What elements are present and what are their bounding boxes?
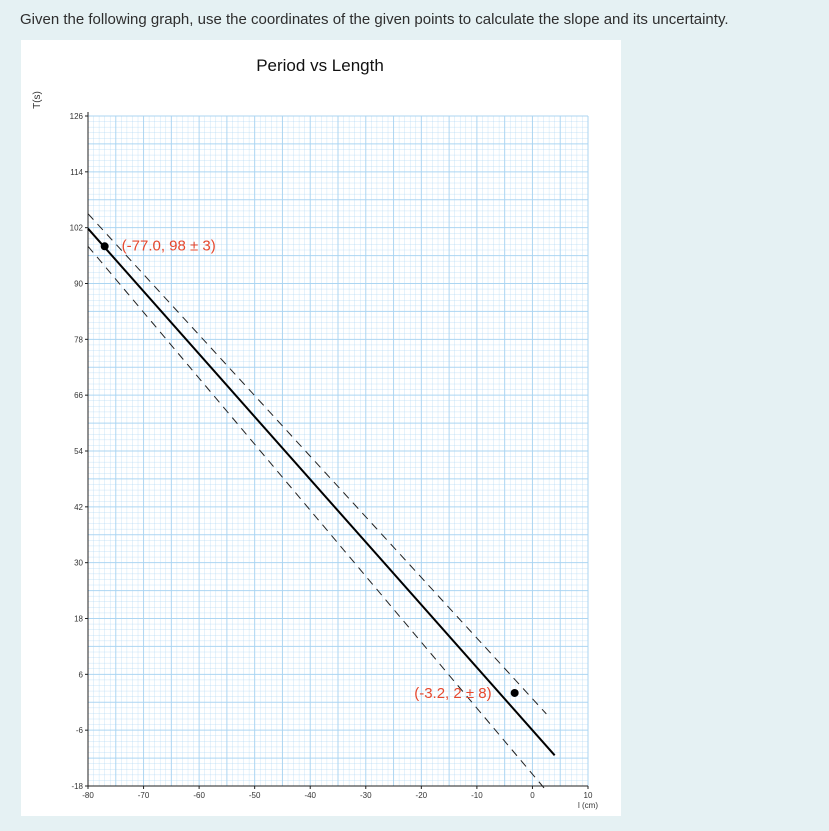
x-tick-label: -30 <box>360 791 372 800</box>
period-vs-length-chart: Period vs Length -80 -70 -60 -50 -40 -30 -20 -1… <box>70 56 599 810</box>
x-tick-label: -70 <box>138 791 150 800</box>
data-point <box>510 688 519 697</box>
y-tick-label: -18 <box>71 782 83 791</box>
upper-bound-line <box>87 213 547 715</box>
x-tick-label: 10 <box>584 791 593 800</box>
x-tick-label: -60 <box>193 791 205 800</box>
fit-lines <box>87 213 556 791</box>
y-tick-label: 102 <box>70 224 84 233</box>
y-tick-label: 114 <box>70 168 83 177</box>
y-tick-label: 42 <box>74 503 83 512</box>
chart-title: Period vs Length <box>256 56 384 75</box>
x-tick-label: -50 <box>249 791 261 800</box>
y-tick-label: 6 <box>79 670 84 679</box>
question-text: Given the following graph, use the coord… <box>20 11 729 28</box>
y-tick-label: 90 <box>74 280 83 289</box>
y-tick-label: -6 <box>76 726 84 735</box>
x-axis-label: l (cm) <box>578 801 598 810</box>
y-tick-label: 78 <box>74 335 83 344</box>
axes: -80 -70 -60 -50 -40 -30 -20 -10 0 10l (cm) 126 114 1… <box>70 112 598 810</box>
data-points: (-77.0, 98 ± 3) (-3.2, 2 ± 8) <box>100 237 519 702</box>
best-fit-line <box>87 227 556 756</box>
point-annotation: (-3.2, 2 ± 8) <box>414 685 491 702</box>
x-tick-label: -10 <box>471 791 483 800</box>
lower-bound-line <box>87 245 547 791</box>
x-tick-label: 0 <box>530 791 535 800</box>
x-tick-label: -80 <box>82 791 94 800</box>
data-point <box>100 242 109 251</box>
grid <box>87 115 589 787</box>
y-tick-label: 54 <box>74 447 83 456</box>
y-tick-label: 126 <box>70 112 84 121</box>
y-tick-label: 30 <box>74 559 83 568</box>
point-annotation: (-77.0, 98 ± 3) <box>122 237 216 254</box>
y-tick-label: 18 <box>74 615 83 624</box>
y-axis-label: T(s) <box>32 91 43 109</box>
x-tick-label: -20 <box>416 791 428 800</box>
y-tick-label: 66 <box>74 391 83 400</box>
x-tick-label: -40 <box>304 791 316 800</box>
chart-panel: Period vs Length -80 -70 -60 -50 -40 -30 -20 -1… <box>21 40 621 816</box>
